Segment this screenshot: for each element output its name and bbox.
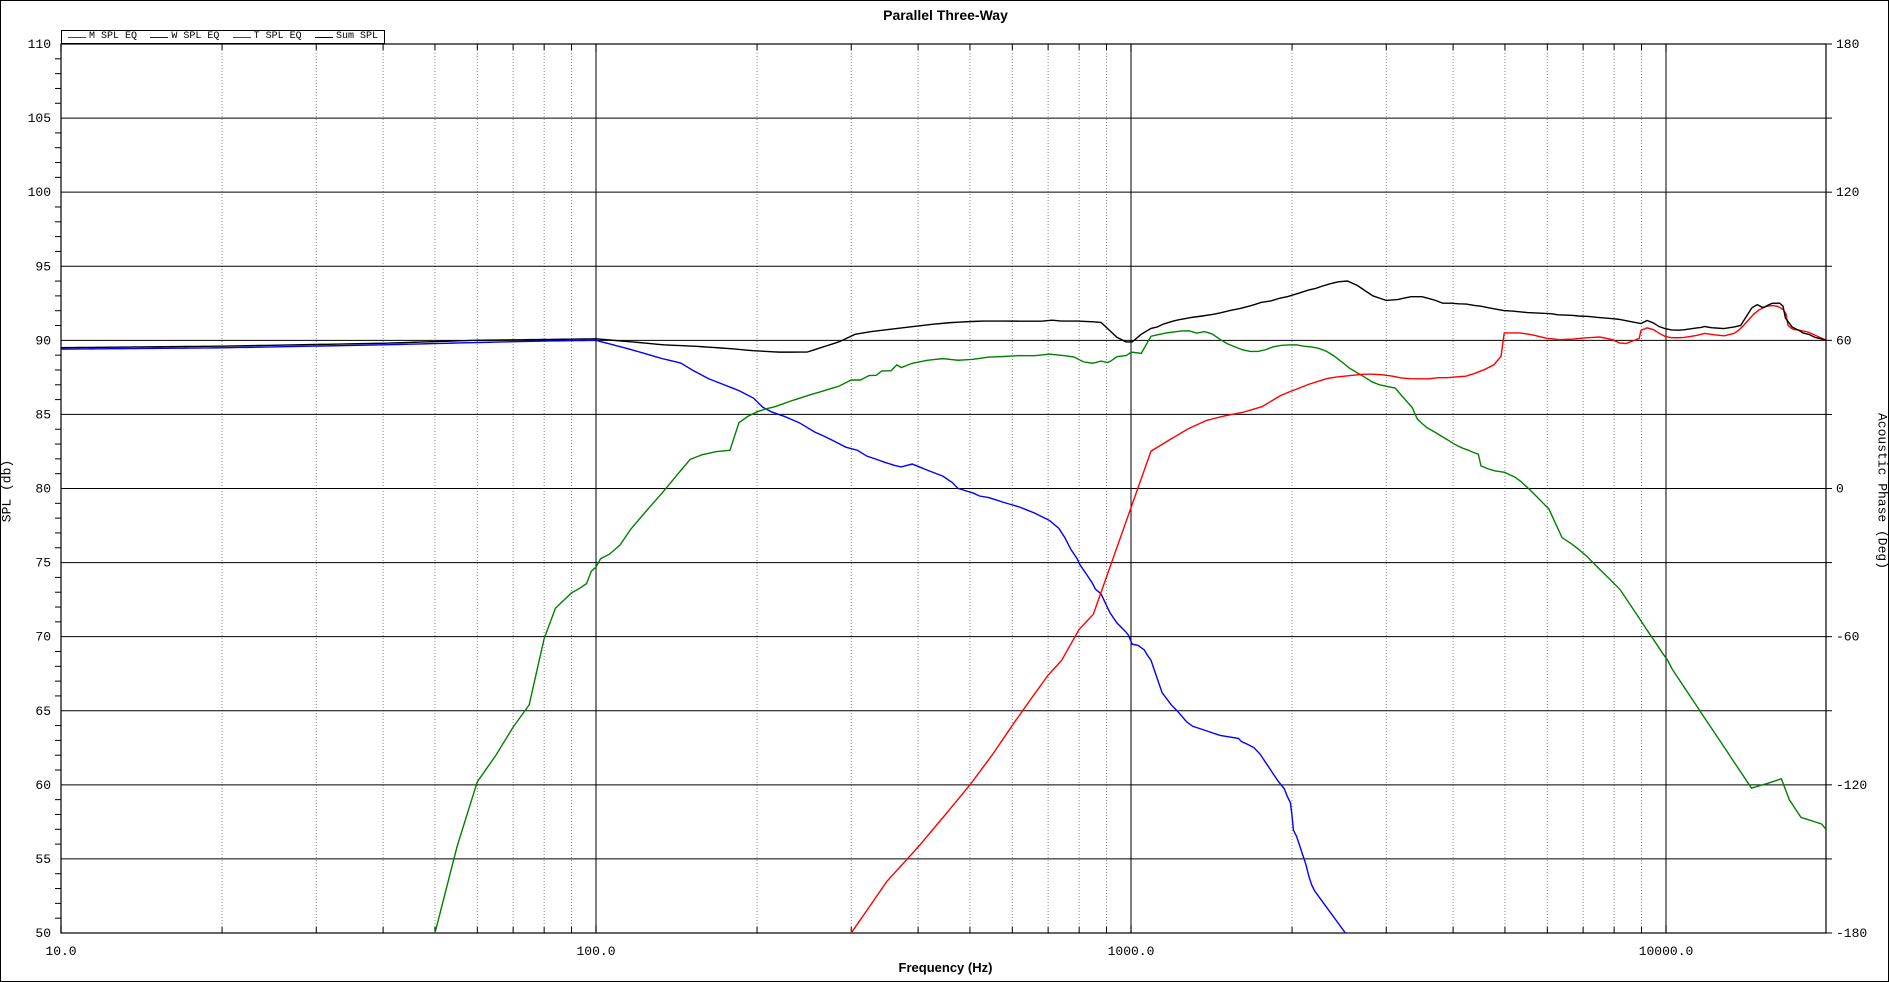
svg-text:65: 65 [35,704,51,719]
svg-text:110: 110 [28,37,51,52]
svg-text:180: 180 [1836,37,1859,52]
svg-text:10.0: 10.0 [45,944,76,959]
svg-text:50: 50 [35,926,51,941]
svg-text:105: 105 [28,111,51,126]
svg-text:1000.0: 1000.0 [1108,944,1155,959]
svg-text:85: 85 [35,407,51,422]
svg-text:90: 90 [35,333,51,348]
svg-text:60: 60 [35,778,51,793]
svg-text:0: 0 [1836,482,1844,497]
svg-text:100: 100 [28,185,51,200]
svg-text:120: 120 [1836,185,1859,200]
svg-text:-60: -60 [1836,630,1859,645]
svg-text:75: 75 [35,556,51,571]
svg-text:95: 95 [35,259,51,274]
svg-text:10000.0: 10000.0 [1639,944,1694,959]
svg-text:55: 55 [35,852,51,867]
svg-text:80: 80 [35,482,51,497]
svg-text:70: 70 [35,630,51,645]
svg-text:100.0: 100.0 [576,944,615,959]
svg-text:-180: -180 [1836,926,1867,941]
svg-text:-120: -120 [1836,778,1867,793]
svg-text:60: 60 [1836,333,1852,348]
